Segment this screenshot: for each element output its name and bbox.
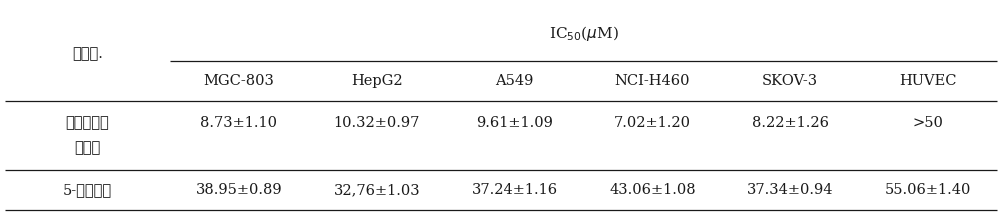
- Text: 7.02±1.20: 7.02±1.20: [614, 116, 691, 130]
- Text: NCI-H460: NCI-H460: [615, 74, 690, 88]
- Text: 10.32±0.97: 10.32±0.97: [334, 116, 420, 130]
- Text: 32,76±1.03: 32,76±1.03: [333, 183, 420, 197]
- Text: IC$_{50}$($\mu$M): IC$_{50}$($\mu$M): [549, 24, 618, 43]
- Text: HepG2: HepG2: [351, 74, 403, 88]
- Text: HUVEC: HUVEC: [899, 74, 957, 88]
- Text: 化合物.: 化合物.: [72, 47, 103, 61]
- Text: 8.73±1.10: 8.73±1.10: [200, 116, 277, 130]
- Text: MGC-803: MGC-803: [203, 74, 274, 88]
- Text: 43.06±1.08: 43.06±1.08: [609, 183, 696, 197]
- Text: A549: A549: [495, 74, 534, 88]
- Text: 38.95±0.89: 38.95±0.89: [196, 183, 282, 197]
- Text: 8.22±1.26: 8.22±1.26: [752, 116, 829, 130]
- Text: >50: >50: [913, 116, 944, 130]
- Text: SKOV-3: SKOV-3: [762, 74, 818, 88]
- Text: 37.24±1.16: 37.24±1.16: [472, 183, 558, 197]
- Text: 5-氟尿嘱啶: 5-氟尿嘱啶: [63, 183, 112, 197]
- Text: 9.61±1.09: 9.61±1.09: [476, 116, 553, 130]
- Text: 55.06±1.40: 55.06±1.40: [885, 183, 971, 197]
- Text: 化合物: 化合物: [74, 141, 101, 155]
- Text: 本发明所述: 本发明所述: [66, 116, 109, 130]
- Text: 37.34±0.94: 37.34±0.94: [747, 183, 834, 197]
